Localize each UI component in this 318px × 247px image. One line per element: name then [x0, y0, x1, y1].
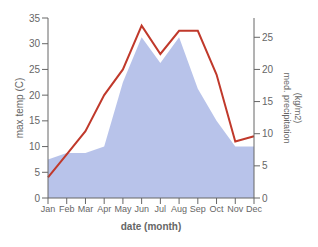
svg-text:Mar: Mar	[78, 204, 94, 214]
svg-text:5: 5	[34, 167, 40, 178]
svg-text:max temp (C): max temp (C)	[14, 78, 25, 139]
svg-text:25: 25	[29, 64, 41, 75]
svg-text:20: 20	[29, 90, 41, 101]
svg-text:25: 25	[262, 32, 274, 43]
svg-text:Jun: Jun	[134, 204, 149, 214]
svg-text:35: 35	[29, 13, 41, 24]
svg-text:Sep: Sep	[190, 204, 206, 214]
svg-text:15: 15	[29, 115, 41, 126]
svg-text:Nov: Nov	[227, 204, 244, 214]
svg-text:10: 10	[29, 141, 41, 152]
svg-text:med. precipitation: med. precipitation	[282, 72, 292, 143]
svg-text:5: 5	[262, 160, 268, 171]
svg-text:(kg/m2): (kg/m2)	[293, 93, 303, 124]
svg-text:Apr: Apr	[97, 204, 111, 214]
svg-text:Jan: Jan	[41, 204, 56, 214]
svg-text:0: 0	[34, 193, 40, 204]
svg-text:30: 30	[29, 38, 41, 49]
svg-text:15: 15	[262, 96, 274, 107]
svg-text:May: May	[114, 204, 132, 214]
svg-text:Feb: Feb	[59, 204, 75, 214]
svg-text:Aug: Aug	[171, 204, 187, 214]
svg-text:Oct: Oct	[210, 204, 225, 214]
svg-text:10: 10	[262, 128, 274, 139]
svg-text:0: 0	[262, 193, 268, 204]
svg-text:Dec: Dec	[246, 204, 263, 214]
svg-text:Jul: Jul	[155, 204, 167, 214]
svg-text:date (month): date (month)	[121, 221, 182, 232]
svg-text:20: 20	[262, 64, 274, 75]
